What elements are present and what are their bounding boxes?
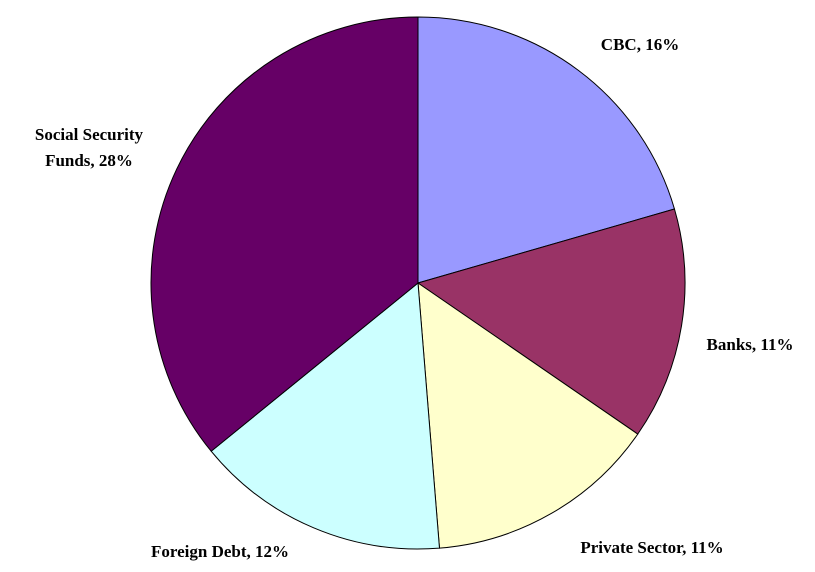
slice-label-foreign-debt: Foreign Debt, 12% (151, 542, 289, 561)
slice-label-banks: Banks, 11% (707, 335, 794, 354)
slice-label-cbc: CBC, 16% (601, 35, 679, 54)
slice-label-line: Social Security (35, 125, 144, 144)
slice-label-line: Funds, 28% (45, 151, 133, 170)
slice-label-private-sector: Private Sector, 11% (580, 538, 723, 557)
slice-label-social-security-funds: Social Security Funds, 28% (35, 125, 144, 170)
pie-slices (151, 17, 685, 549)
